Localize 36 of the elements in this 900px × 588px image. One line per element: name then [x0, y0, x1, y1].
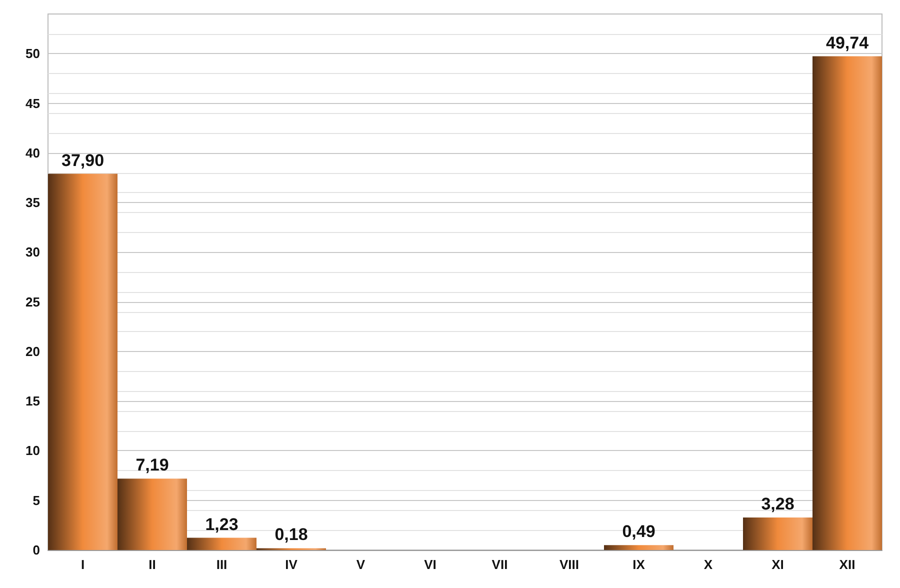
y-tick-label: 30 [26, 244, 40, 260]
data-label: 49,74 [826, 33, 870, 52]
bar [604, 545, 674, 550]
bar [743, 517, 812, 550]
y-tick-label: 10 [26, 443, 40, 458]
x-tick-label: VII [492, 557, 508, 572]
data-label: 1,23 [205, 514, 238, 534]
x-tick-label: VIII [559, 557, 580, 572]
bar [118, 478, 187, 550]
y-tick-label: 25 [26, 294, 40, 310]
data-label: 37,90 [61, 150, 104, 170]
x-tick-label: V [356, 557, 366, 572]
x-tick-label: VI [424, 557, 436, 572]
y-tick-label: 20 [26, 344, 40, 359]
x-tick-label: II [148, 557, 156, 572]
x-tick-label: I [80, 557, 85, 572]
x-tick-label: IX [632, 557, 646, 572]
x-tick-label: XI [772, 557, 784, 572]
y-tick-label: 0 [32, 542, 40, 558]
y-tick-label: 40 [26, 145, 40, 160]
y-tick-label: 5 [32, 492, 40, 508]
y-tick-label: 15 [26, 394, 40, 409]
bar [48, 174, 118, 550]
x-tick-label: III [216, 557, 228, 572]
bar [187, 538, 256, 550]
y-tick-label: 50 [26, 46, 40, 62]
y-tick-label: 45 [26, 96, 40, 111]
x-tick-label: XII [839, 557, 856, 572]
y-tick-label: 35 [26, 195, 40, 210]
data-label: 7,19 [136, 456, 169, 475]
x-tick-label: IV [285, 557, 298, 572]
data-label: 0,18 [274, 525, 308, 544]
data-label: 0,49 [622, 522, 656, 542]
bar [812, 56, 882, 550]
data-label: 3,28 [761, 494, 794, 514]
x-tick-label: X [704, 557, 713, 572]
